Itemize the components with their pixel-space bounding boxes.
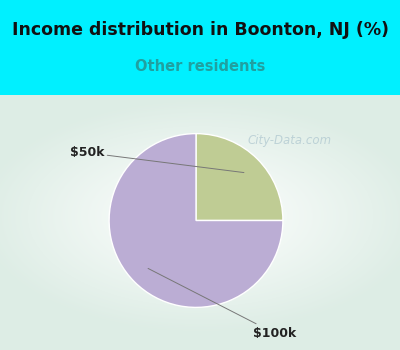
Wedge shape <box>196 134 283 220</box>
Text: $50k: $50k <box>70 146 244 173</box>
Text: Income distribution in Boonton, NJ (%): Income distribution in Boonton, NJ (%) <box>12 21 388 39</box>
Text: $100k: $100k <box>148 268 296 340</box>
Text: City-Data.com: City-Data.com <box>248 134 332 147</box>
Text: Other residents: Other residents <box>135 59 265 74</box>
Wedge shape <box>109 134 283 307</box>
